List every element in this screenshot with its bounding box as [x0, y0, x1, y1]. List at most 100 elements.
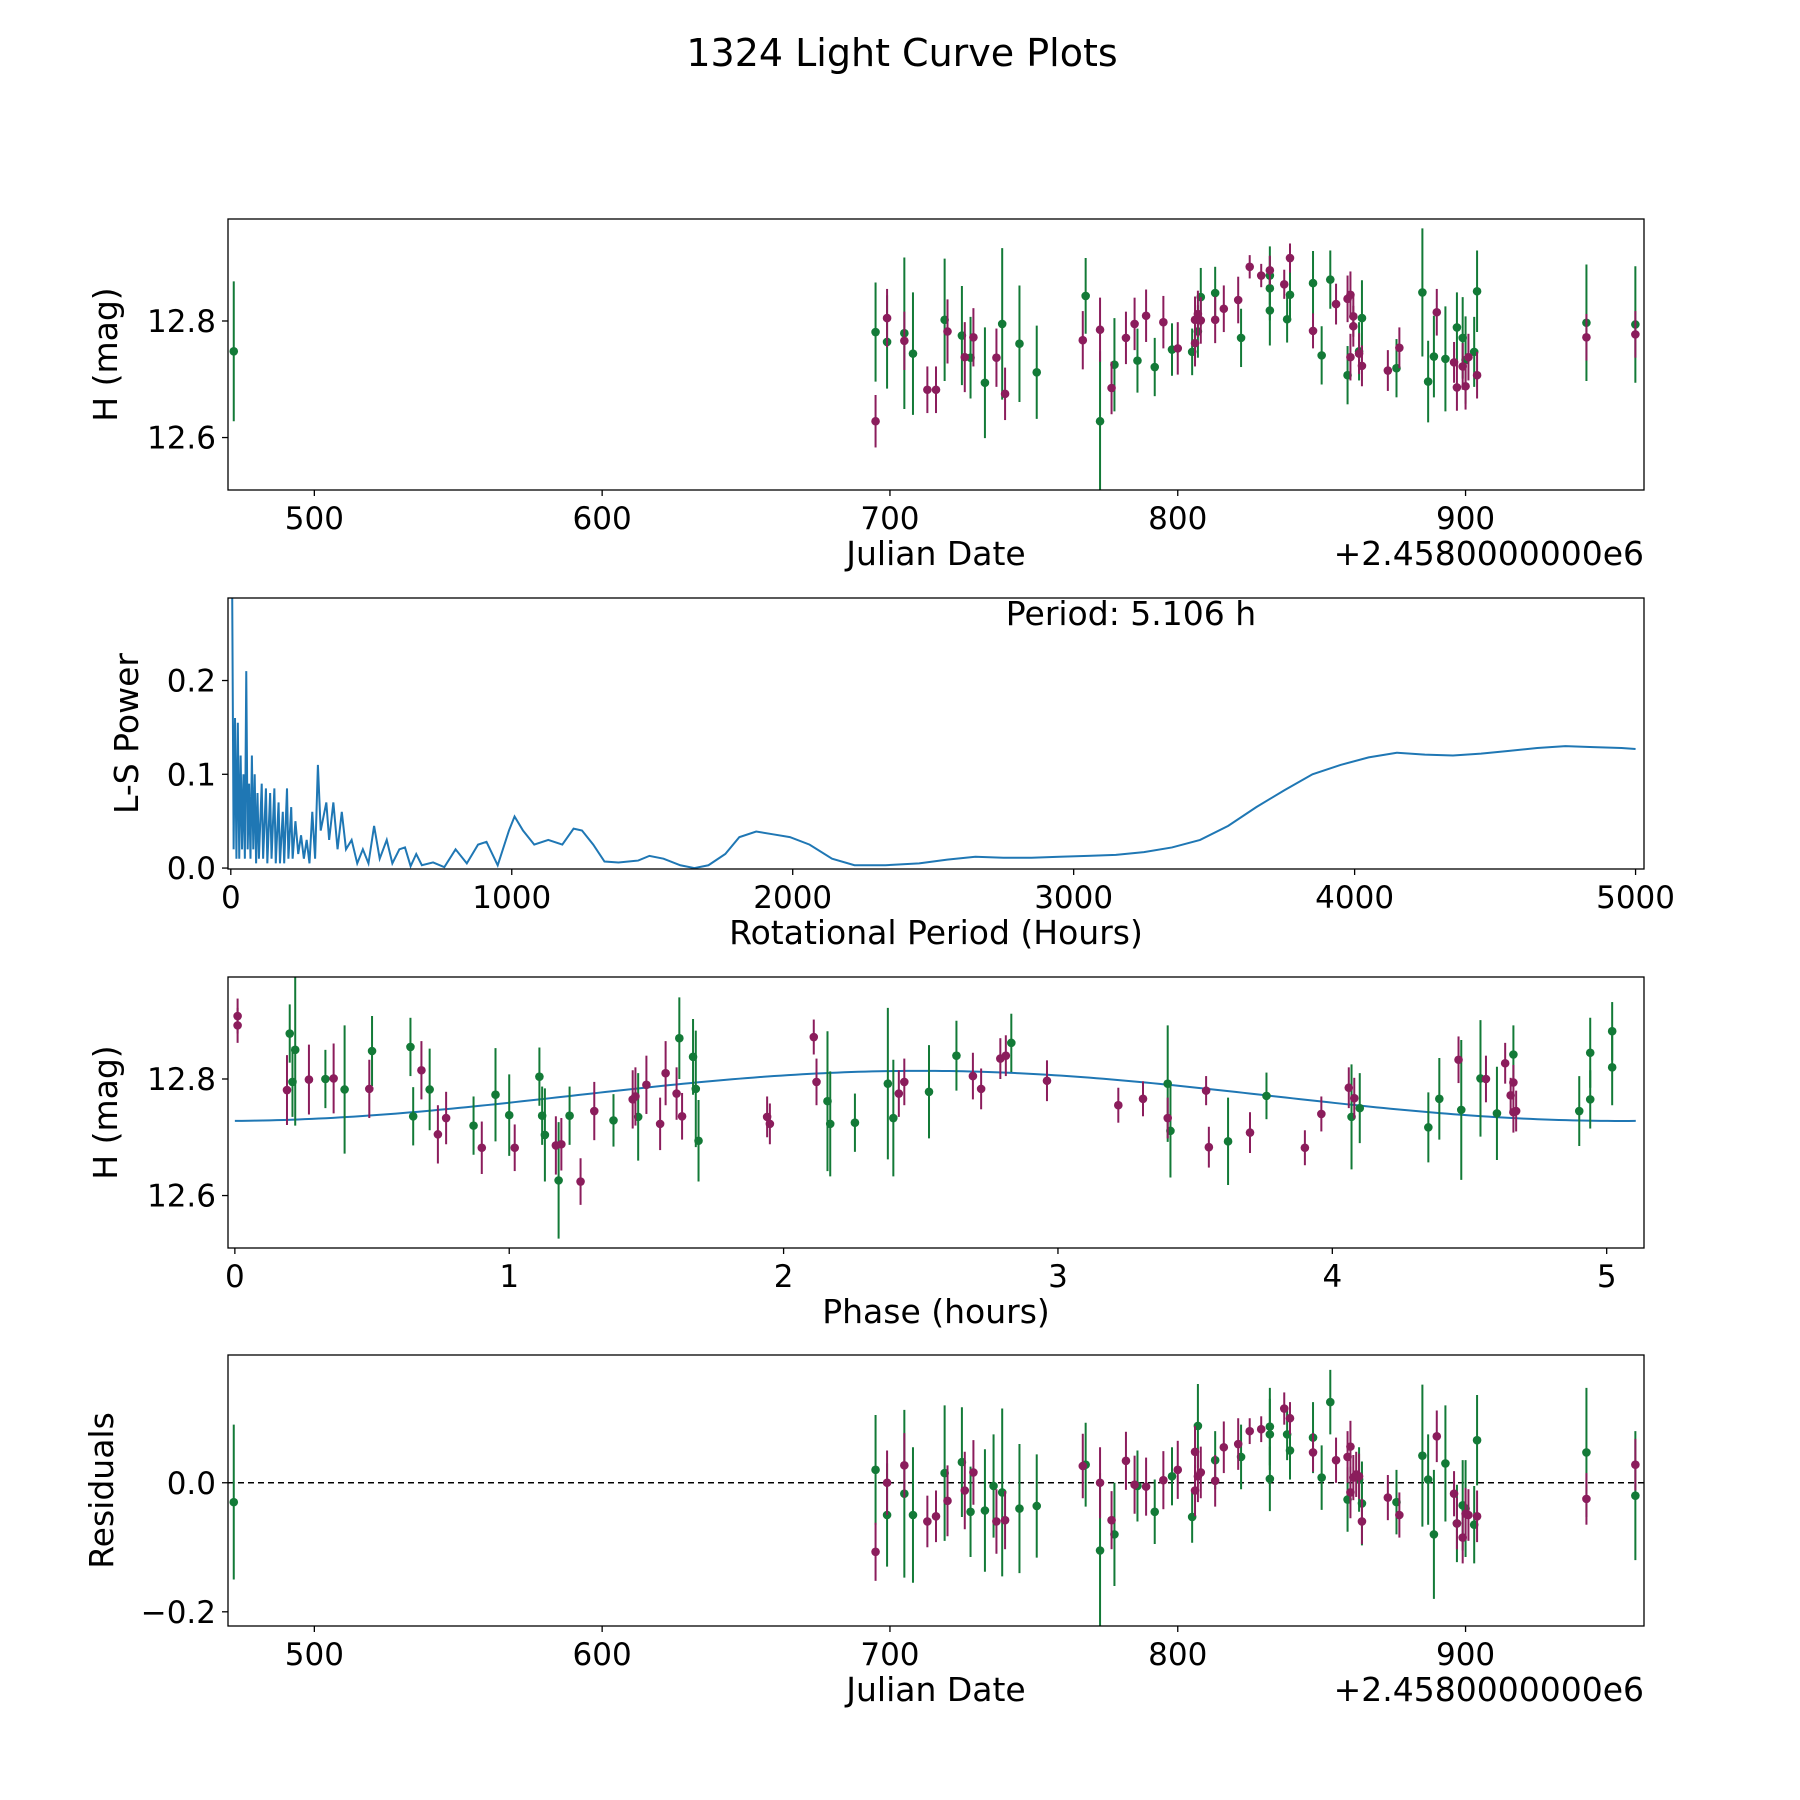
lightcurve-data-point	[1441, 354, 1450, 364]
phased-data-point	[304, 1075, 314, 1084]
phased-data-point	[924, 1087, 934, 1097]
lightcurve-data-point	[1196, 316, 1206, 325]
phased-data-point	[900, 1077, 909, 1087]
lightcurve-data-point	[931, 385, 941, 395]
phased-data-point	[894, 1089, 904, 1098]
phased-data-point	[609, 1116, 618, 1125]
residuals-data-point	[1582, 1448, 1591, 1457]
phased-data-point	[1300, 1143, 1310, 1153]
phased-data-point	[675, 1033, 684, 1043]
residuals-data-point	[1265, 1430, 1275, 1439]
phased-data-point	[1007, 1038, 1016, 1048]
residuals-xtick-label: 600	[573, 1637, 632, 1673]
residuals-data-point	[960, 1486, 970, 1495]
lightcurve-data-point	[1472, 370, 1482, 380]
lightcurve-data-point	[1349, 321, 1358, 331]
residuals-data-point	[1256, 1424, 1266, 1434]
phased-data-point	[364, 1084, 374, 1094]
lightcurve-data-point	[1317, 351, 1326, 360]
phased-data-point	[1509, 1078, 1518, 1087]
lightcurve-data-point	[980, 378, 990, 388]
periodogram-ytick-label: 0.1	[167, 757, 216, 793]
phased-data-point	[408, 1111, 418, 1121]
phased-data-point	[441, 1113, 451, 1123]
residuals-data-point	[1245, 1426, 1255, 1436]
residuals-data-point	[989, 1481, 998, 1491]
lightcurve-data-point	[908, 349, 918, 358]
lightcurve-ytick-label: 12.6	[147, 421, 216, 457]
residuals-data-point	[931, 1512, 941, 1521]
residuals-data-point	[1167, 1472, 1177, 1481]
residuals-data-point	[1432, 1432, 1442, 1441]
phased-data-point	[765, 1119, 775, 1129]
residuals-data-point	[1150, 1507, 1160, 1517]
residuals-data-point	[1015, 1504, 1024, 1513]
phased-data-point	[1492, 1109, 1502, 1118]
lightcurve-data-point	[1107, 383, 1116, 393]
phased-data-point	[1223, 1137, 1233, 1146]
phased-data-point	[809, 1032, 819, 1042]
residuals-data-point	[1472, 1512, 1482, 1521]
lightcurve-data-point	[229, 346, 239, 356]
residuals-data-point	[1395, 1510, 1404, 1520]
phased-plot-area	[233, 977, 1636, 1239]
residuals-data-point	[943, 1496, 952, 1506]
residuals-data-point	[969, 1468, 978, 1477]
residuals-data-point	[1219, 1442, 1229, 1452]
phased-xtick-label: 3	[1048, 1259, 1068, 1295]
phased-data-point	[340, 1085, 349, 1094]
phased-xtick-label: 2	[774, 1259, 794, 1295]
phased-xlabel: Phase (hours)	[822, 1292, 1050, 1331]
phased-data-point	[504, 1110, 514, 1120]
lightcurve-xtick-label: 700	[860, 501, 919, 537]
lightcurve-data-point	[1429, 352, 1439, 361]
lightcurve-data-point	[1452, 383, 1462, 392]
periodogram-power-line	[231, 598, 1636, 869]
residuals-data-point	[992, 1517, 1001, 1526]
phased-data-point	[889, 1113, 898, 1123]
lightcurve-data-point	[1133, 356, 1142, 365]
lightcurve-data-point	[1461, 381, 1470, 391]
lightcurve-data-point	[923, 385, 932, 395]
periodogram-panel: 0 1000 2000 3000 4000 5000 0.0 0.1 0.2 Rotational…	[107, 594, 1675, 952]
periodogram-plot-area	[231, 598, 1636, 869]
phased-data-point	[1344, 1083, 1354, 1093]
phased-data-point	[576, 1177, 585, 1186]
phased-data-point	[535, 1072, 544, 1081]
phased-data-point	[1349, 1093, 1359, 1103]
residuals-xlabel: Julian Date	[844, 1670, 1026, 1709]
lightcurve-data-point	[1423, 377, 1433, 386]
phased-data-point	[233, 1021, 242, 1030]
residuals-data-point	[1000, 1515, 1010, 1525]
periodogram-ytick-label: 0.0	[167, 851, 216, 887]
residuals-data-point	[1631, 1460, 1640, 1469]
phased-series-g	[285, 977, 1617, 1239]
residuals-data-point	[1357, 1517, 1367, 1526]
phased-data-point	[417, 1065, 426, 1075]
phased-data-point	[557, 1139, 566, 1149]
residuals-data-point	[1107, 1515, 1116, 1525]
residuals-data-point	[1325, 1397, 1335, 1407]
lightcurve-data-point	[1015, 339, 1024, 349]
phased-data-point	[1042, 1076, 1052, 1086]
periodogram-xtick-label: 4000	[1315, 880, 1394, 916]
phased-data-point	[1585, 1048, 1595, 1058]
phased-data-point	[367, 1046, 377, 1056]
lightcurve-data-point	[871, 416, 880, 426]
residuals-data-point	[1308, 1448, 1318, 1457]
lightcurve-panel: 500 600 700 800 900 12.6 12.8 Julian Date H (mag…	[86, 218, 1645, 573]
residuals-data-point	[1032, 1501, 1042, 1511]
lightcurve-data-point	[1141, 311, 1151, 321]
phased-data-point	[285, 1029, 295, 1038]
residuals-data-point	[1078, 1461, 1088, 1471]
residuals-data-point	[1441, 1459, 1450, 1468]
lightcurve-plot-area	[229, 228, 1640, 490]
phased-data-point	[642, 1080, 651, 1090]
residuals-offset-text: +2.4580000000e6	[1334, 1670, 1644, 1709]
residuals-data-point	[1279, 1404, 1289, 1413]
residuals-data-point	[1631, 1491, 1640, 1500]
residuals-data-point	[1354, 1472, 1364, 1481]
residuals-ytick-label: −0.2	[141, 1595, 216, 1631]
lightcurve-data-point	[882, 313, 892, 323]
